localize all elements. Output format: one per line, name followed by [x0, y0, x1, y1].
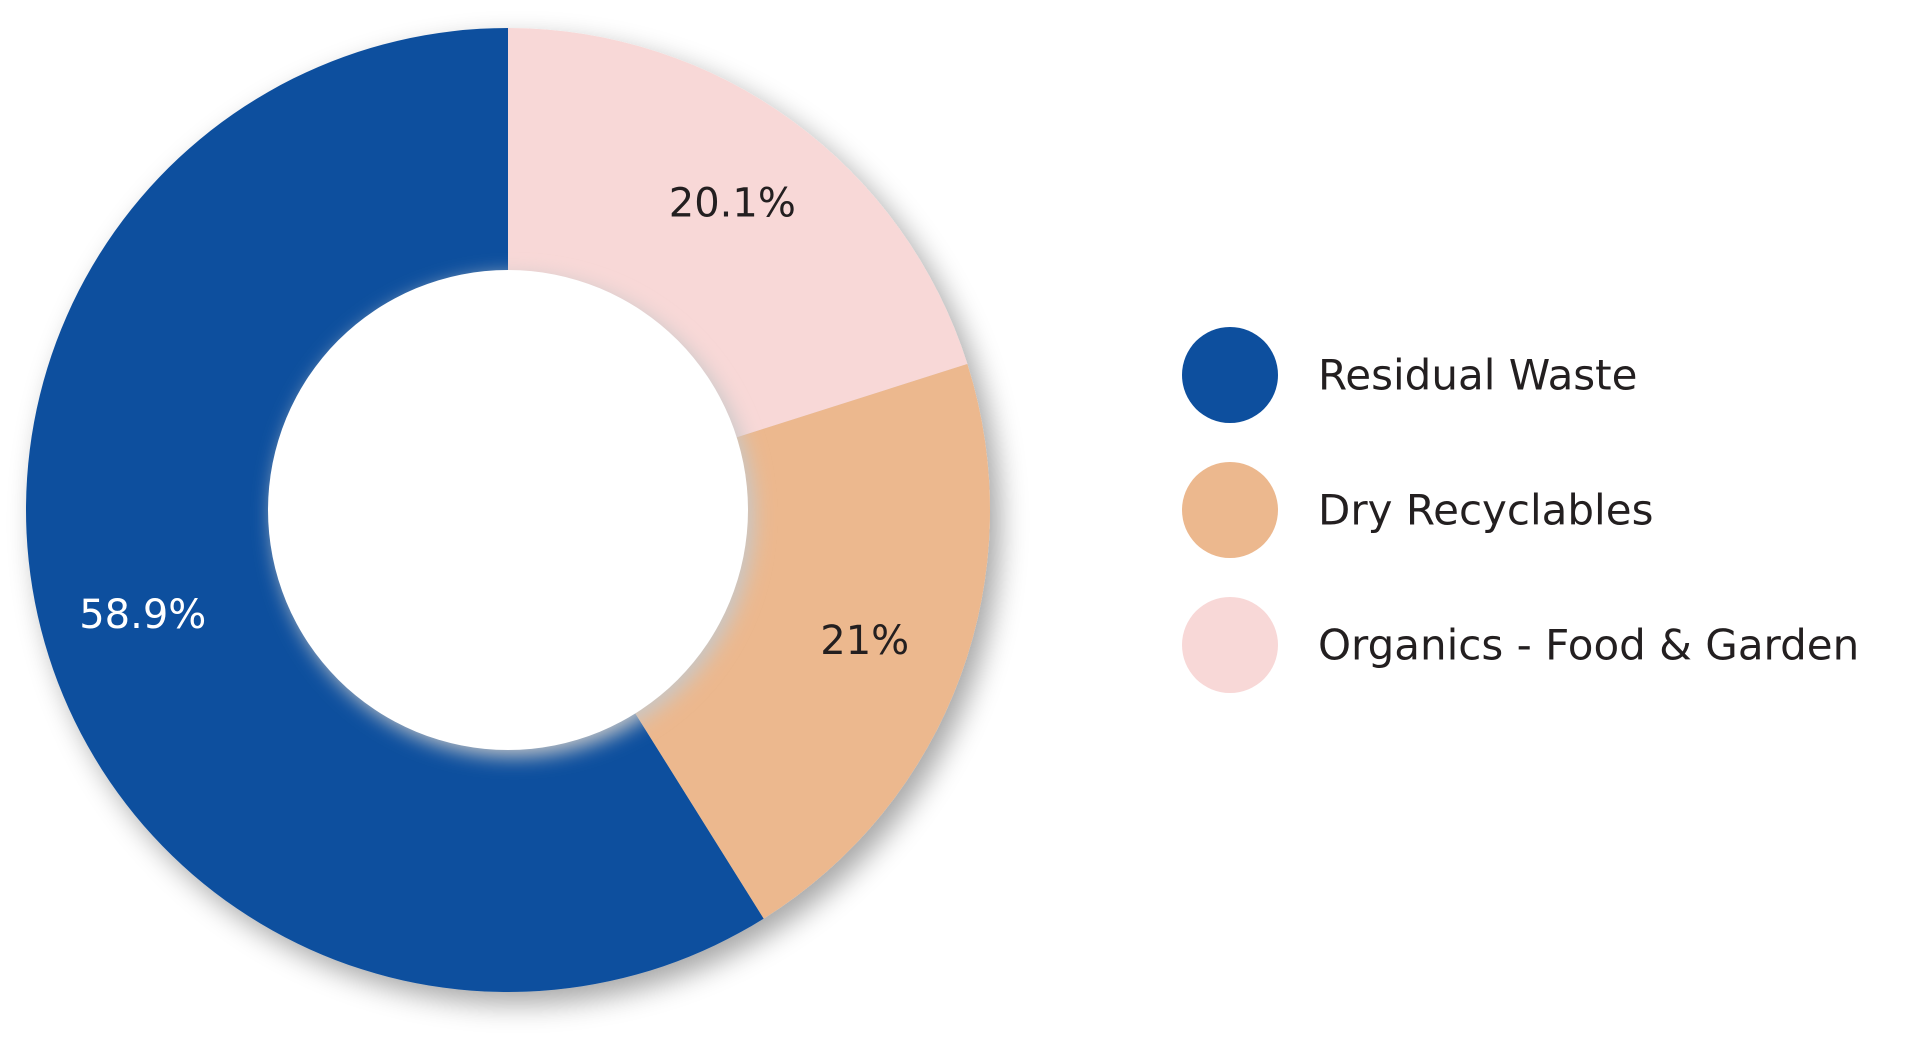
- legend-label-residual-waste: Residual Waste: [1318, 351, 1638, 400]
- legend: Residual Waste Dry Recyclables Organics - …: [1182, 327, 1859, 693]
- slice-label-residual-waste: 58.9%: [79, 592, 206, 638]
- legend-item-dry-recyclables: Dry Recyclables: [1182, 462, 1653, 558]
- legend-swatch-residual-waste: [1182, 327, 1278, 423]
- slice-labels: 58.9% 21% 20.1%: [79, 180, 909, 664]
- legend-label-dry-recyclables: Dry Recyclables: [1318, 486, 1653, 535]
- donut-hole: [268, 270, 748, 750]
- legend-swatch-dry-recyclables: [1182, 462, 1278, 558]
- legend-label-organics-food-garden: Organics - Food & Garden: [1318, 621, 1859, 670]
- legend-item-residual-waste: Residual Waste: [1182, 327, 1638, 423]
- slice-label-dry-recyclables: 21%: [820, 618, 909, 664]
- slice-label-organics-food-garden: 20.1%: [669, 180, 796, 226]
- legend-item-organics-food-garden: Organics - Food & Garden: [1182, 597, 1859, 693]
- legend-swatch-organics-food-garden: [1182, 597, 1278, 693]
